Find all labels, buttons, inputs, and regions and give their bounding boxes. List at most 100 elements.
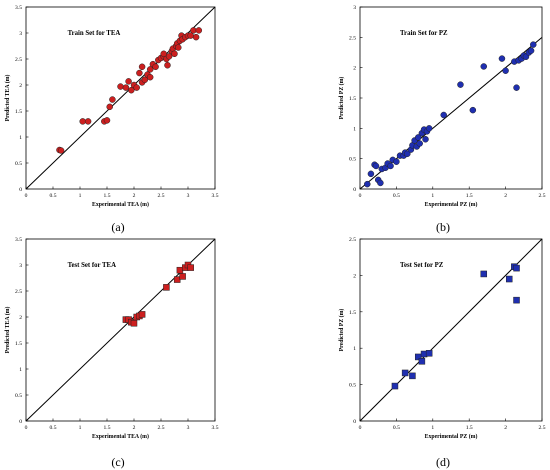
x-tick-label: 1.5 <box>466 193 473 199</box>
axis-ticks: 0 0.5 1 1.5 2 2.5 0 0.5 1 1.5 2 2.5 <box>349 237 546 431</box>
data-point <box>138 311 146 318</box>
x-tick-label: 1 <box>431 425 434 431</box>
x-tick-label: 0.5 <box>50 425 57 431</box>
y-axis-label: Predicted PZ (m) <box>338 77 345 120</box>
y-tick-label: 1 <box>353 126 356 132</box>
data-point <box>152 63 159 71</box>
data-point <box>418 358 426 365</box>
x-tick-label: 2.5 <box>158 193 165 199</box>
y-tick-label: 3 <box>19 31 22 37</box>
data-point <box>422 136 429 143</box>
data-point <box>480 63 488 70</box>
plot-title: Test Set for TEA <box>68 262 116 269</box>
panel-caption: (d) <box>436 455 450 469</box>
data-point <box>404 150 411 158</box>
x-tick-label: 2.5 <box>158 425 165 431</box>
x-tick-label: 3 <box>187 425 190 431</box>
y-tick-label: 2.5 <box>15 57 22 63</box>
data-point <box>165 53 173 60</box>
x-tick-label: 2.5 <box>539 425 546 431</box>
data-point <box>192 33 200 41</box>
data-point <box>409 372 416 380</box>
panel-d: 0 0.5 1 1.5 2 2.5 0 0.5 1 1.5 2 2.5 Test Set for PZ… <box>338 237 546 469</box>
x-tick-label: 0 <box>25 425 28 431</box>
y-tick-label: 0 <box>353 187 356 193</box>
x-tick-label: 1 <box>431 193 434 199</box>
data-points <box>122 261 194 327</box>
y-tick-label: 0 <box>19 187 22 193</box>
data-point <box>171 50 178 58</box>
x-axis-label: Experimental TEA (m) <box>92 201 149 208</box>
x-tick-label: 1.5 <box>104 193 111 199</box>
panel-caption: (b) <box>436 220 450 234</box>
x-tick-label: 0.5 <box>393 425 400 431</box>
data-point <box>103 117 111 124</box>
data-point <box>84 118 92 125</box>
y-tick-label: 3.5 <box>15 237 22 243</box>
data-point <box>160 50 167 58</box>
data-point <box>367 170 375 178</box>
x-tick-label: 3 <box>187 193 190 199</box>
data-point <box>469 106 477 114</box>
data-point <box>414 134 422 141</box>
plot-title: Test Set for PZ <box>400 262 444 269</box>
y-tick-label: 0 <box>19 419 22 425</box>
panel-b: 0 0.5 1 1.5 2 2.5 0 0.5 1 1.5 2 2.5 3 Train Set for … <box>338 5 546 234</box>
data-point <box>364 180 371 188</box>
data-point <box>498 55 506 62</box>
x-axis-label: Experimental PZ (m) <box>425 201 478 208</box>
y-tick-label: 1 <box>19 135 22 141</box>
data-point <box>163 284 170 291</box>
data-points <box>391 263 520 390</box>
data-point <box>502 67 509 74</box>
data-point <box>387 162 394 170</box>
y-tick-label: 0 <box>353 419 356 425</box>
x-tick-label: 2 <box>133 425 136 431</box>
y-axis-label: Predicted PZ (m) <box>338 309 345 352</box>
data-point <box>57 147 65 154</box>
data-point <box>106 103 113 111</box>
y-tick-label: 1.5 <box>349 96 356 102</box>
x-tick-label: 1.5 <box>466 425 473 431</box>
data-point <box>513 296 520 304</box>
plot-frame <box>25 6 216 190</box>
data-point <box>513 84 520 91</box>
y-axis-label: Predicted TEA (m) <box>4 75 11 122</box>
data-point <box>372 162 380 170</box>
y-tick-label: 0.5 <box>15 393 22 399</box>
data-point <box>122 84 130 91</box>
x-tick-label: 0.5 <box>393 193 400 199</box>
x-tick-label: 2 <box>504 425 507 431</box>
y-axis-label: Predicted TEA (m) <box>4 307 11 354</box>
panel-a: 0 0.5 1 1.5 2 2.5 3 3.5 0 0.5 1 1.5 2 2.5 3 3.5 Train S… <box>4 5 219 234</box>
x-tick-label: 0 <box>359 193 362 199</box>
data-point <box>527 47 535 54</box>
y-tick-label: 2.5 <box>15 289 22 295</box>
data-point <box>176 266 184 274</box>
axis-ticks: 0 0.5 1 1.5 2 2.5 3 3.5 0 0.5 1 1.5 2 2.5 3 3.5 <box>15 5 219 199</box>
data-point <box>391 382 399 390</box>
data-point <box>425 350 433 357</box>
data-point <box>128 86 135 94</box>
data-point <box>117 83 124 90</box>
data-point <box>79 118 86 125</box>
data-point <box>530 41 537 48</box>
data-point <box>393 158 400 165</box>
y-tick-label: 0.5 <box>349 157 356 163</box>
data-points <box>364 41 537 188</box>
y-tick-label: 2.5 <box>349 237 356 243</box>
panel-caption: (c) <box>111 455 124 469</box>
data-point <box>146 73 154 81</box>
data-point <box>136 69 143 77</box>
x-tick-label: 0.5 <box>50 193 57 199</box>
x-tick-label: 0 <box>25 193 28 199</box>
data-point <box>425 125 433 132</box>
data-point <box>164 61 171 69</box>
plot-title: Train Set for TEA <box>68 30 121 37</box>
y-tick-label: 1.5 <box>15 109 22 115</box>
y-tick-label: 0.5 <box>15 161 22 167</box>
data-point <box>190 27 197 34</box>
data-point <box>416 140 423 147</box>
data-point <box>401 369 409 377</box>
x-tick-label: 2 <box>504 193 507 199</box>
